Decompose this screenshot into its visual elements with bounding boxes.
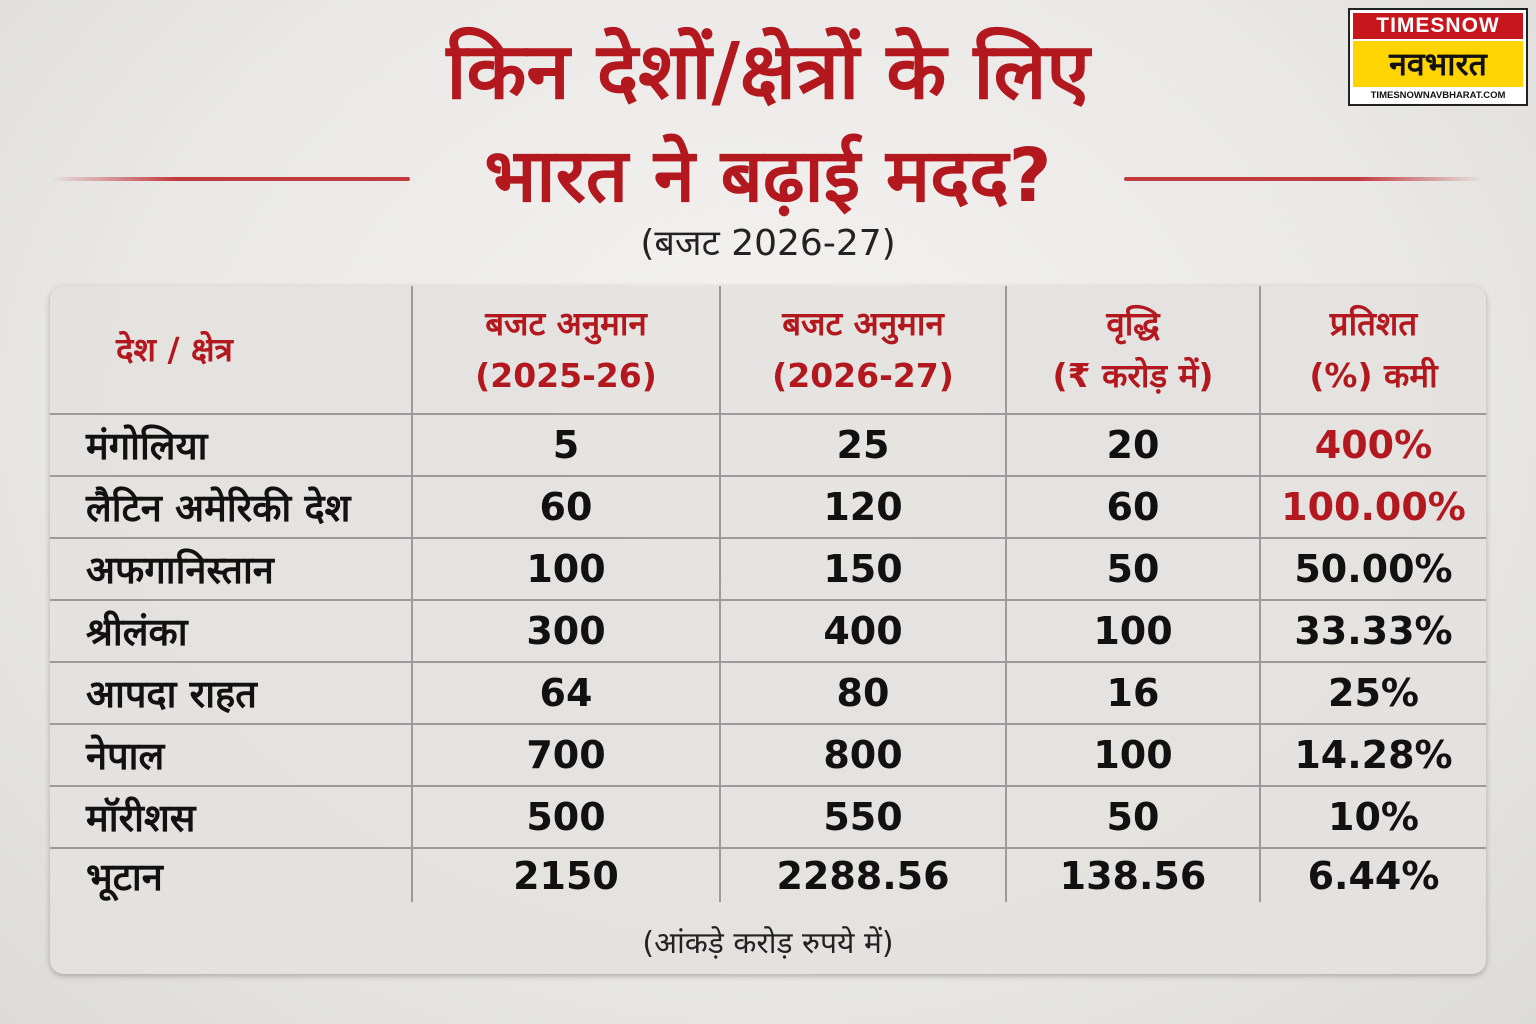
- cell-percent: 400%: [1260, 414, 1486, 477]
- cell-country: आपदा राहत: [50, 662, 413, 725]
- cell-percent: 6.44%: [1307, 853, 1440, 898]
- cell-be-2026-27: 400: [720, 600, 1007, 663]
- cell-increase: 60: [1006, 476, 1261, 539]
- cell-country: श्रीलंका: [50, 600, 413, 663]
- cell-be-2025-26: 64: [412, 662, 721, 725]
- table-row: मॉरीशस 500 550 50 10%: [50, 786, 1486, 849]
- cell-percent: 33.33%: [1260, 600, 1486, 663]
- cell-be-2026-27: 150: [720, 538, 1007, 601]
- cell-be-2026-27: 2288.56: [720, 848, 1007, 902]
- header-be-2026-27-line1: बजट अनुमान: [782, 303, 944, 343]
- cell-percent: 14.28%: [1260, 724, 1486, 787]
- cell-be-2026-27: 25: [720, 414, 1007, 477]
- cell-be-2025-26: 100: [412, 538, 721, 601]
- aid-table: देश / क्षेत्र बजट अनुमान (2025-26) बजट अ…: [50, 286, 1486, 902]
- header-country-label: देश / क्षेत्र: [116, 329, 233, 369]
- cell-be-2026-27: 120: [720, 476, 1007, 539]
- cell-be-2026-27: 80: [720, 662, 1007, 725]
- header-be-2025-26-line1: बजट अनुमान: [485, 303, 647, 343]
- cell-be-2025-26: 500: [412, 786, 721, 849]
- header-increase-line1: वृद्धि: [1106, 303, 1160, 343]
- title-rule-right: [1124, 177, 1484, 181]
- title-line-2: भारत ने बढ़ाई मदद?: [484, 133, 1052, 219]
- cell-increase: 138.56: [1006, 848, 1261, 902]
- cell-country: मंगोलिया: [50, 414, 413, 477]
- cell-increase: 100: [1006, 724, 1261, 787]
- cell-increase: 50: [1006, 538, 1261, 601]
- cell-country: मॉरीशस: [50, 786, 413, 849]
- table-row: श्रीलंका 300 400 100 33.33%: [50, 600, 1486, 663]
- cell-be-2025-26: 5: [412, 414, 721, 477]
- cell-increase: 16: [1006, 662, 1261, 725]
- header-percent: प्रतिशत (%) कमी: [1260, 286, 1486, 415]
- brand-logo: TIMESNOW नवभारत TIMESNOWNAVBHARAT.COM: [1348, 8, 1528, 106]
- cell-be-2025-26: 300: [412, 600, 721, 663]
- header-increase-line2: (₹ करोड़ में): [1052, 355, 1214, 395]
- subtitle: (बजट 2026-27): [640, 223, 896, 264]
- title-line-1: किन देशों/क्षेत्रों के लिए: [446, 27, 1090, 117]
- footnote: (आंकड़े करोड़ रुपये में): [642, 926, 894, 961]
- logo-mid-text: नवभारत: [1353, 41, 1523, 87]
- cell-increase: 100: [1006, 600, 1261, 663]
- table-row: लैटिन अमेरिकी देश 60 120 60 100.00%: [50, 476, 1486, 539]
- table-row: आपदा राहत 64 80 16 25%: [50, 662, 1486, 725]
- cell-increase: 50: [1006, 786, 1261, 849]
- cell-increase: 20: [1006, 414, 1261, 477]
- table-row: मंगोलिया 5 25 20 400%: [50, 414, 1486, 477]
- cell-percent: 25%: [1260, 662, 1486, 725]
- cell-be-2025-26: 700: [412, 724, 721, 787]
- cell-percent: 100.00%: [1260, 476, 1486, 539]
- cell-be-2025-26: 2150: [412, 848, 721, 902]
- cell-percent: 10%: [1260, 786, 1486, 849]
- table-row: नेपाल 700 800 100 14.28%: [50, 724, 1486, 787]
- header-be-2026-27: बजट अनुमान (2026-27): [720, 286, 1007, 415]
- header-increase: वृद्धि (₹ करोड़ में): [1006, 286, 1261, 415]
- table-row: अफगानिस्तान 100 150 50 50.00%: [50, 538, 1486, 601]
- cell-be-2026-27: 800: [720, 724, 1007, 787]
- header-be-2025-26-line2: (2025-26): [475, 355, 657, 395]
- cell-be-2026-27: 550: [720, 786, 1007, 849]
- cell-percent: 50.00%: [1260, 538, 1486, 601]
- cell-country: नेपाल: [50, 724, 413, 787]
- cell-country: भूटान: [50, 848, 413, 902]
- cell-be-2025-26: 60: [412, 476, 721, 539]
- header-be-2025-26: बजट अनुमान (2025-26): [412, 286, 721, 415]
- logo-url-text: TIMESNOWNAVBHARAT.COM: [1370, 90, 1506, 101]
- table-panel: देश / क्षेत्र बजट अनुमान (2025-26) बजट अ…: [50, 286, 1486, 974]
- logo-top-text: TIMESNOW: [1353, 13, 1523, 39]
- table-row: भूटान 2150 2288.56 138.56 6.44%: [50, 848, 1486, 902]
- cell-country: लैटिन अमेरिकी देश: [50, 476, 413, 539]
- header-percent-line2: (%) कमी: [1309, 355, 1438, 395]
- header-percent-line1: प्रतिशत: [1329, 303, 1418, 343]
- title-rule-left: [50, 177, 410, 181]
- cell-country: अफगानिस्तान: [50, 538, 413, 601]
- table-header-row: देश / क्षेत्र बजट अनुमान (2025-26) बजट अ…: [50, 286, 1486, 415]
- header-be-2026-27-line2: (2026-27): [772, 355, 954, 395]
- header-country: देश / क्षेत्र: [50, 286, 413, 415]
